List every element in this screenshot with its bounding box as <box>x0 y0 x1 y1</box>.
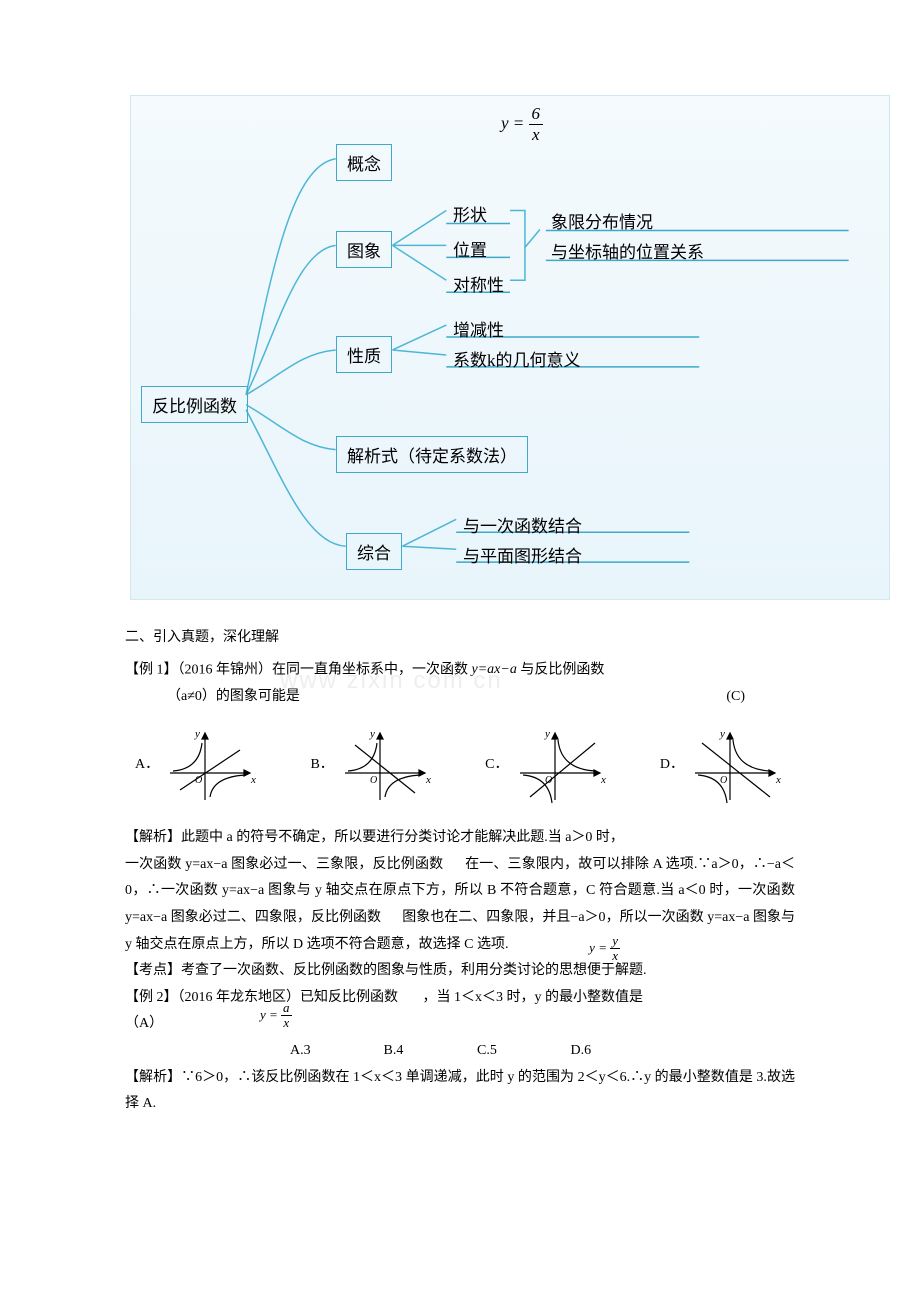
sub-axis-relation: 与坐标轴的位置关系 <box>551 238 704 263</box>
kaodian-1: 【考点】考查了一次函数、反比例函数的图象与性质，利用分类讨论的思想便于解题. <box>125 958 795 985</box>
example-1-heading: 【例 1】（2016 年锦州）在同一直角坐标系中，一次函数 y=ax−a 与反比… <box>125 657 795 684</box>
svg-text:y: y <box>719 728 725 740</box>
option-c: C． x y O <box>485 725 609 805</box>
graph-option-c: x y O <box>515 725 610 805</box>
floating-formula-ex2: y = ax <box>260 1001 292 1031</box>
example-1-options: A． x y O B． x <box>125 725 795 805</box>
example-1-condition: （a≠0）的图象可能是 (C) <box>125 684 795 711</box>
graph-option-d: x y O <box>690 725 785 805</box>
sub-symmetry: 对称性 <box>453 271 504 296</box>
node-root: 反比例函数 <box>141 386 248 423</box>
floating-formula-yx: y = yx <box>589 934 620 964</box>
graph-option-b: x y O <box>340 725 435 805</box>
sub-quadrant: 象限分布情况 <box>551 208 653 233</box>
content-section: 二、引入真题，深化理解 【例 1】（2016 年锦州）在同一直角坐标系中，一次函… <box>125 625 795 1118</box>
analysis-2: 【解析】∵6＞0，∴该反比例函数在 1＜x＜3 单调递减，此时 y 的范围为 2… <box>125 1065 795 1118</box>
svg-text:y: y <box>194 728 200 740</box>
example-2-choices: A.3 B.4 C.5 D.6 <box>125 1038 795 1065</box>
node-property: 性质 <box>336 336 392 373</box>
svg-text:x: x <box>600 774 606 786</box>
analysis-1-start: 【解析】此题中 a 的符号不确定，所以要进行分类讨论才能解决此题.当 a＞0 时… <box>125 825 795 852</box>
sub-monotone: 增减性 <box>453 316 504 341</box>
example-2-heading: 【例 2】（2016 年龙东地区）已知反比例函数 ，当 1＜x＜3 时，y 的最… <box>125 985 795 1012</box>
sub-coefficient-k: 系数k的几何意义 <box>453 346 581 371</box>
diagram-formula-top: y = 6x <box>501 104 543 145</box>
section-heading: 二、引入真题，深化理解 <box>125 625 795 652</box>
option-b: B． x y O <box>310 725 434 805</box>
graph-option-a: x y O <box>165 725 260 805</box>
svg-text:x: x <box>250 774 256 786</box>
svg-text:x: x <box>425 774 431 786</box>
svg-text:O: O <box>370 775 377 786</box>
sub-planar: 与平面图形结合 <box>463 542 582 567</box>
sub-shape: 形状 <box>453 201 487 226</box>
sub-linear: 与一次函数结合 <box>463 512 582 537</box>
svg-text:x: x <box>775 774 781 786</box>
svg-text:y: y <box>544 728 550 740</box>
svg-text:y: y <box>369 728 375 740</box>
option-a: A． x y O <box>135 725 260 805</box>
example-1-answer: (C) <box>726 684 745 711</box>
node-analytic: 解析式（待定系数法） <box>336 436 528 473</box>
node-concept: 概念 <box>336 144 392 181</box>
sub-position: 位置 <box>453 236 487 261</box>
option-d: D． x y O <box>660 725 785 805</box>
example-2-answer: （A） <box>125 1011 795 1038</box>
svg-text:O: O <box>720 775 727 786</box>
node-comprehensive: 综合 <box>346 533 402 570</box>
analysis-1-body: 一次函数 y=ax−a 图象必过一、三象限，反比例函数 在一、三象限内，故可以排… <box>125 852 795 958</box>
node-image: 图象 <box>336 231 392 268</box>
svg-text:O: O <box>195 775 202 786</box>
concept-map-diagram: y = 6x 反比例函数 概念 图象 性质 解析式（待定系数法） 综合 形状 位… <box>130 95 890 600</box>
